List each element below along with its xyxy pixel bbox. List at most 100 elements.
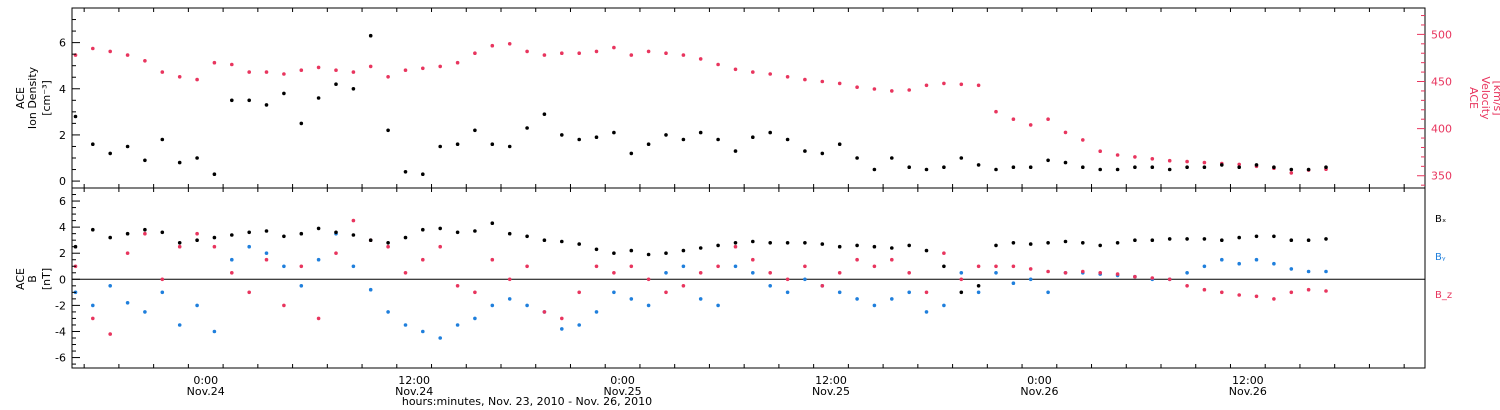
- b-axis-label-ace: ACE: [14, 268, 27, 290]
- by-point: [612, 290, 616, 295]
- speed-point: [612, 45, 616, 50]
- b-axis-label-name: B: [26, 275, 39, 283]
- bx-point: [1115, 241, 1120, 245]
- bz-point: [160, 277, 165, 282]
- y-tick-label: -4: [55, 325, 66, 338]
- bz-point: [177, 244, 182, 249]
- bx-point: [403, 235, 408, 240]
- x-axis-title: hours:minutes, Nov. 23, 2010 - Nov. 26, …: [402, 395, 652, 408]
- bz-point: [1081, 269, 1085, 274]
- bx-point: [473, 229, 477, 233]
- density-point: [716, 137, 720, 142]
- speed-point: [490, 43, 495, 48]
- density-point: [1098, 167, 1102, 172]
- by-point: [1254, 257, 1259, 262]
- bz-point: [507, 277, 512, 282]
- by-point: [976, 290, 981, 295]
- speed-point: [577, 51, 581, 55]
- y-tick-label: 2: [59, 129, 66, 142]
- bz-point: [976, 264, 981, 269]
- by-point: [855, 297, 859, 301]
- bz-point: [438, 244, 443, 249]
- bx-point: [976, 284, 981, 288]
- density-point: [560, 133, 564, 137]
- bz-point: [473, 290, 477, 295]
- density-point: [646, 142, 651, 146]
- density-point: [473, 128, 477, 133]
- bx-point: [768, 241, 772, 245]
- speed-point: [1011, 117, 1016, 121]
- b-axis-units: [nT]: [40, 268, 53, 290]
- density-point: [1272, 165, 1276, 169]
- by-point: [264, 251, 269, 255]
- density-point: [195, 156, 199, 160]
- velocity-axis-units: [km/s]: [1491, 80, 1500, 115]
- speed-point: [177, 75, 182, 79]
- density-point: [525, 126, 529, 130]
- by-point: [698, 297, 703, 301]
- density-point: [542, 112, 547, 116]
- speed-point: [681, 53, 686, 57]
- bx-point: [125, 231, 130, 236]
- bx-point: [195, 238, 199, 242]
- density-point: [1237, 165, 1241, 169]
- density-point: [108, 151, 112, 156]
- by-point: [195, 303, 199, 308]
- by-point: [403, 323, 408, 327]
- bz-point: [1150, 276, 1155, 280]
- bz-point: [751, 257, 755, 262]
- density-point: [1289, 167, 1294, 172]
- by-point: [646, 303, 651, 308]
- density-point: [73, 114, 78, 119]
- density-point: [907, 165, 911, 169]
- bx-point: [907, 243, 911, 248]
- bx-point: [664, 251, 668, 255]
- speed-point: [959, 82, 964, 87]
- bx-point: [1254, 234, 1259, 239]
- bz-point: [994, 264, 998, 269]
- speed-point: [473, 51, 477, 55]
- speed-point: [942, 81, 946, 86]
- speed-point: [994, 109, 998, 114]
- bx-point: [386, 241, 390, 245]
- bx-point: [785, 241, 790, 245]
- density-point: [785, 137, 790, 142]
- bx-point: [1133, 238, 1137, 242]
- by-point: [837, 290, 842, 295]
- bx-point: [594, 247, 599, 252]
- by-point: [438, 336, 443, 340]
- by-point: [421, 329, 425, 334]
- bx-point: [1063, 239, 1068, 244]
- bz-point: [716, 264, 720, 269]
- speed-point: [212, 60, 217, 65]
- density-point: [386, 128, 390, 133]
- by-point: [247, 244, 251, 249]
- density-point: [1046, 158, 1050, 163]
- bx-point: [1202, 237, 1207, 241]
- legend-bx: Bₓ: [1435, 214, 1446, 225]
- density-point: [1115, 167, 1120, 172]
- by-point: [1028, 277, 1033, 282]
- density-point: [247, 98, 251, 103]
- speed-point: [368, 64, 373, 69]
- x-tick-label-time: 12:00: [1232, 374, 1264, 387]
- density-point: [177, 160, 182, 165]
- bx-point: [612, 251, 616, 255]
- bx-point: [629, 248, 634, 253]
- bx-point: [1306, 238, 1311, 242]
- imf-plot-frame: [71, 187, 1426, 369]
- bx-point: [803, 241, 807, 245]
- right-tick-label: 450: [1431, 76, 1452, 89]
- speed-point: [316, 65, 321, 70]
- speed-point: [785, 75, 790, 79]
- bz-point: [959, 277, 964, 282]
- bz-point: [1185, 284, 1189, 288]
- bx-point: [890, 246, 894, 250]
- speed-point: [1063, 130, 1068, 135]
- bz-point: [629, 264, 634, 269]
- bz-point: [264, 257, 269, 262]
- bz-point: [803, 264, 807, 269]
- x-tick-label-date: Nov.26: [1020, 385, 1058, 398]
- density-point: [1167, 167, 1172, 172]
- x-tick-label-time: 12:00: [398, 374, 430, 387]
